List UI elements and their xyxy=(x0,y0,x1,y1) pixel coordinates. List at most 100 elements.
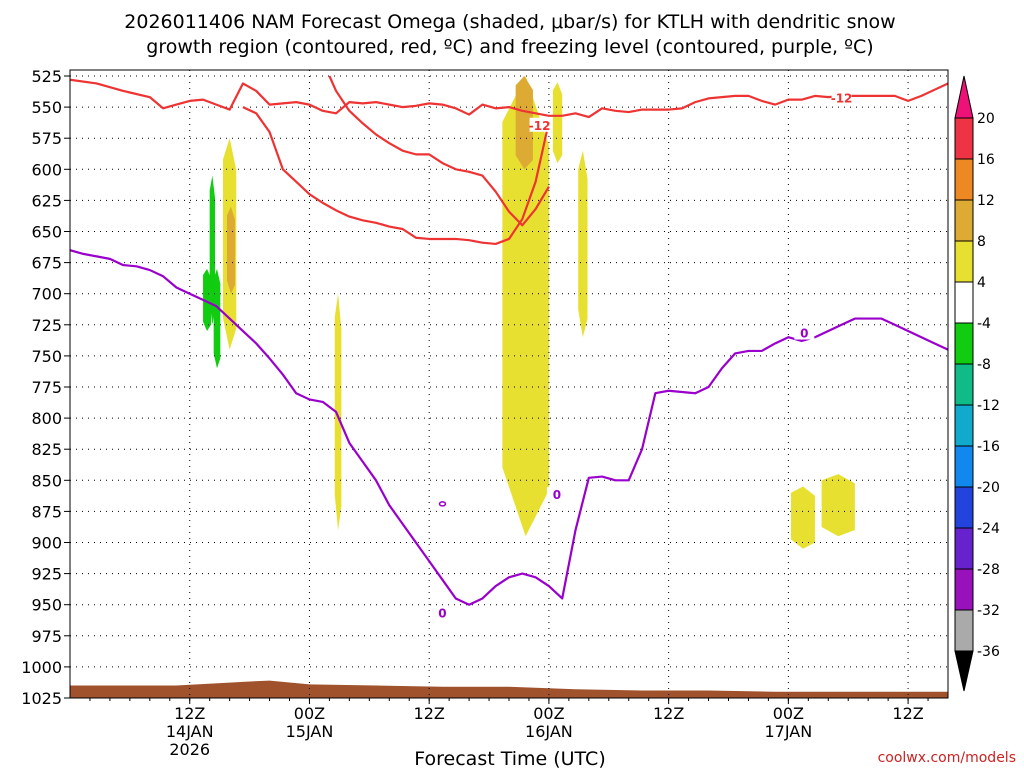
y-tick-label-600: 600 xyxy=(31,160,62,179)
omega-shading xyxy=(203,76,855,549)
colorbar-label-3: 8 xyxy=(977,234,986,250)
y-tick-label-925: 925 xyxy=(31,565,62,584)
omega-region-6 xyxy=(502,76,549,537)
colorbar-label-2: 12 xyxy=(977,193,995,209)
y-tick-label-825: 825 xyxy=(31,440,62,459)
y-tick-label-850: 850 xyxy=(31,471,62,490)
colorbar-swatch-m4to4 xyxy=(954,281,974,324)
omega-region-1 xyxy=(226,206,235,294)
y-tick-label-525: 525 xyxy=(31,67,62,86)
colorbar-swatch-m24tom20 xyxy=(954,486,974,529)
omega-region-11 xyxy=(821,474,855,537)
terrain-surface xyxy=(70,680,948,698)
y-tick-label-875: 875 xyxy=(31,502,62,521)
freezing-small-contour xyxy=(438,501,447,507)
colorbar-label-10: -24 xyxy=(977,521,1000,537)
omega-region-10 xyxy=(791,486,815,549)
colorbar-swatch-4to8 xyxy=(954,240,974,283)
y-tick-label-625: 625 xyxy=(31,191,62,210)
colorbar: 20 16 12 8 4 -4 -8 -12 -16 -20 -24 -28 -32 -36 xyxy=(954,75,1000,692)
freezing-label-a-bg xyxy=(432,605,453,620)
terrain-fill xyxy=(70,680,948,698)
x-tick-label-4: 12Z xyxy=(653,704,684,723)
colorbar-swatch-m20tom16 xyxy=(954,445,974,488)
colorbar-arrow-top xyxy=(954,75,974,119)
contour-dgz_middle xyxy=(242,106,550,246)
dgz-label-b: -12 xyxy=(831,91,853,105)
x-tick-date-5: 17JAN xyxy=(765,722,813,741)
dgz-label-b-bg xyxy=(831,90,852,105)
x-tick-label-3: 00Z xyxy=(533,704,564,723)
y-tick-label-675: 675 xyxy=(31,254,62,273)
colorbar-label-5: -4 xyxy=(977,316,991,332)
contour-labels: -12 -12 0 0 0 xyxy=(432,90,852,620)
colorbar-label-0: 20 xyxy=(977,111,995,127)
contour-lines xyxy=(69,75,949,606)
x-tick-date-0: 14JAN xyxy=(166,722,214,741)
colorbar-swatch-m8tom4 xyxy=(954,322,974,365)
colorbar-label-6: -8 xyxy=(977,357,991,373)
y-axis: 525 550 575 600 625 650 675 700 725 750 775 800 825 8… xyxy=(21,67,70,708)
omega-region-7 xyxy=(515,76,533,170)
contour-freezing_level xyxy=(69,249,949,606)
colorbar-label-7: -12 xyxy=(977,398,1000,414)
x-tick-date-1: 15JAN xyxy=(286,722,334,741)
y-tick-label-1025: 1025 xyxy=(21,689,62,708)
contour-dgz_lower xyxy=(328,75,550,227)
colorbar-swatch-m32tom28 xyxy=(954,568,974,611)
x-tick-label-6: 12Z xyxy=(892,704,923,723)
colorbar-label-12: -32 xyxy=(977,603,1000,619)
chart-title-line2: growth region (contoured, red, ºC) and f… xyxy=(146,36,873,58)
omega-region-8 xyxy=(552,82,563,164)
colorbar-swatch-m28tom24 xyxy=(954,527,974,570)
colorbar-swatch-12to16 xyxy=(954,158,974,201)
y-tick-label-900: 900 xyxy=(31,534,62,553)
y-tick-label-775: 775 xyxy=(31,378,62,397)
y-tick-label-700: 700 xyxy=(31,285,62,304)
y-tick-label-800: 800 xyxy=(31,409,62,428)
freezing-label-c: 0 xyxy=(800,327,808,341)
y-tick-label-975: 975 xyxy=(31,627,62,646)
dgz-label-a: -12 xyxy=(529,119,551,133)
chart-title-line1: 2026011406 NAM Forecast Omega (shaded, μ… xyxy=(124,11,895,33)
dgz-label-a-bg xyxy=(529,117,550,132)
y-tick-label-1000: 1000 xyxy=(21,658,62,677)
y-tick-label-950: 950 xyxy=(31,596,62,615)
colorbar-label-4: 4 xyxy=(977,275,986,291)
x-axis-label: Forecast Time (UTC) xyxy=(414,748,605,768)
contour-dgz_upper xyxy=(69,78,949,119)
x-tick-label-5: 00Z xyxy=(773,704,804,723)
x-tick-label-2: 12Z xyxy=(414,704,445,723)
y-tick-label-750: 750 xyxy=(31,347,62,366)
credit-text: coolwx.com/models xyxy=(878,750,1016,766)
y-tick-label-725: 725 xyxy=(31,316,62,335)
y-tick-label-550: 550 xyxy=(31,98,62,117)
grid-lines xyxy=(70,70,948,699)
x-tick-label-0: 12Z xyxy=(174,704,205,723)
x-tick-label-1: 00Z xyxy=(294,704,325,723)
y-tick-label-575: 575 xyxy=(31,129,62,148)
colorbar-label-8: -16 xyxy=(977,439,1000,455)
x-tick-year-0: 2026 xyxy=(169,740,210,759)
omega-region-3 xyxy=(203,268,212,332)
omega-region-5 xyxy=(334,293,342,531)
freezing-label-a: 0 xyxy=(438,606,446,620)
colorbar-label-11: -28 xyxy=(977,562,1000,578)
colorbar-swatch-m16tom12 xyxy=(954,404,974,447)
colorbar-label-13: -36 xyxy=(977,644,1000,660)
colorbar-swatch-m12tom8 xyxy=(954,363,974,406)
x-tick-date-3: 16JAN xyxy=(525,722,573,741)
freezing-label-b: 0 xyxy=(553,488,561,502)
omega-region-9 xyxy=(578,150,588,338)
freezing-label-b-bg xyxy=(546,487,567,502)
colorbar-swatch-16to20 xyxy=(954,117,974,160)
omega-region-4 xyxy=(213,268,221,369)
y-tick-label-650: 650 xyxy=(31,223,62,242)
colorbar-label-9: -20 xyxy=(977,480,1000,496)
colorbar-swatch-m36tom32 xyxy=(954,609,974,652)
colorbar-arrow-bottom xyxy=(954,650,974,692)
colorbar-label-1: 16 xyxy=(977,152,995,168)
freezing-label-c-bg xyxy=(794,325,815,340)
